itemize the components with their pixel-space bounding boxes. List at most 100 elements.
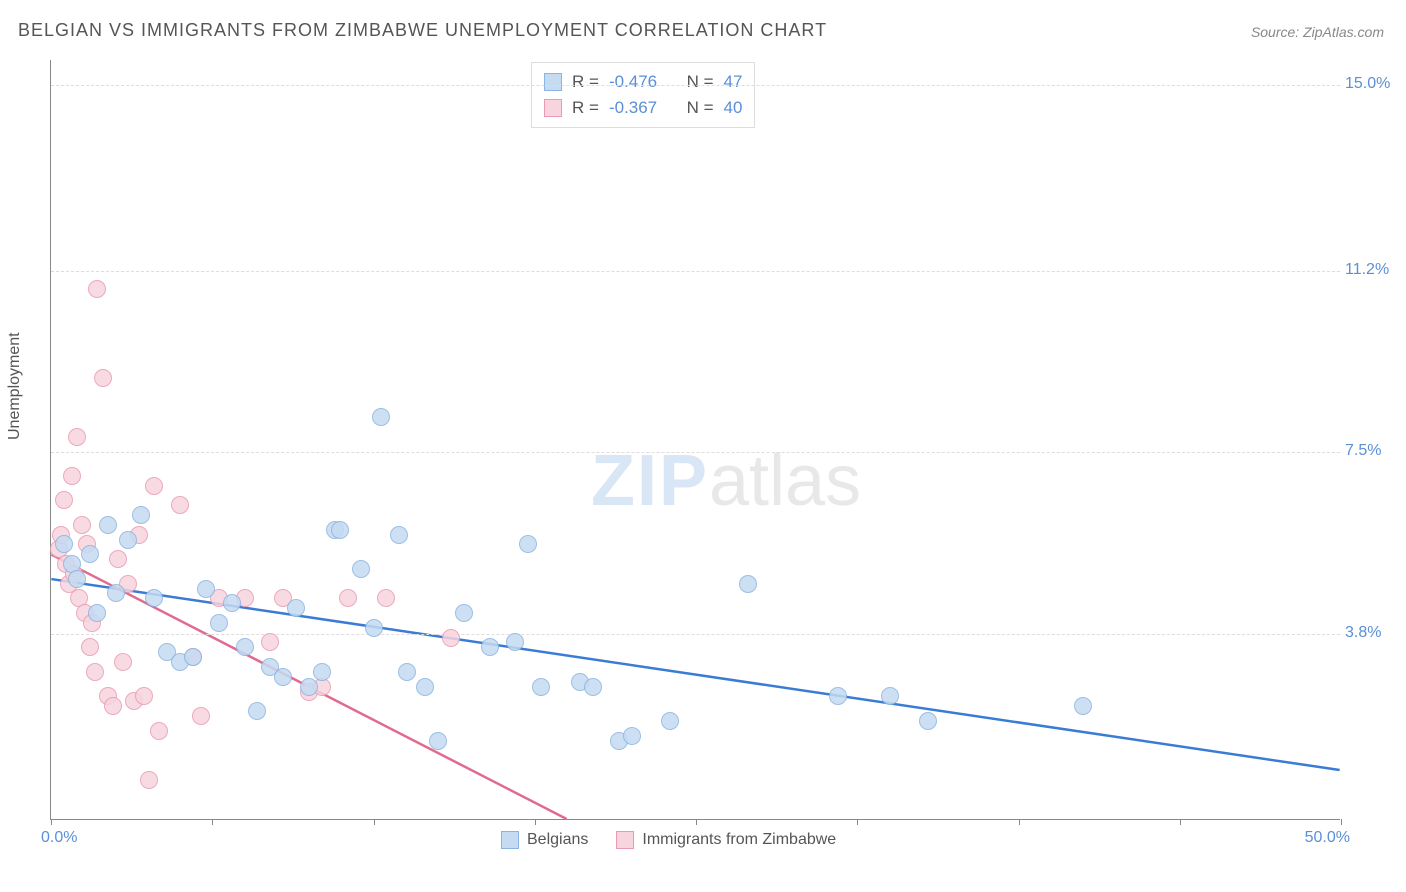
data-point: [73, 516, 91, 534]
swatch-zimbabwe: [544, 99, 562, 117]
data-point: [63, 467, 81, 485]
x-tick-label-first: 0.0%: [41, 829, 77, 847]
data-point: [55, 535, 73, 553]
data-point: [331, 521, 349, 539]
data-point: [739, 575, 757, 593]
legend-label-zimbabwe: Immigrants from Zimbabwe: [642, 831, 836, 849]
data-point: [881, 687, 899, 705]
x-tick-mark: [1019, 819, 1020, 825]
r-value-belgians: -0.476: [609, 72, 657, 92]
r-value-zimbabwe: -0.367: [609, 98, 657, 118]
y-tick-label: 7.5%: [1345, 442, 1400, 460]
data-point: [171, 496, 189, 514]
gridline: [51, 271, 1340, 272]
data-point: [94, 369, 112, 387]
data-point: [109, 550, 127, 568]
gridline: [51, 85, 1340, 86]
y-axis-label: Unemployment: [6, 332, 24, 440]
x-tick-label-last: 50.0%: [1305, 829, 1350, 847]
chart-container: BELGIAN VS IMMIGRANTS FROM ZIMBABWE UNEM…: [0, 0, 1406, 892]
data-point: [68, 428, 86, 446]
data-point: [352, 560, 370, 578]
data-point: [145, 589, 163, 607]
legend-label-belgians: Belgians: [527, 831, 588, 849]
regression-line: [51, 579, 1339, 770]
legend-item-belgians: Belgians: [501, 831, 588, 849]
x-tick-mark: [857, 819, 858, 825]
data-point: [88, 604, 106, 622]
data-point: [192, 707, 210, 725]
data-point: [81, 545, 99, 563]
data-point: [132, 506, 150, 524]
data-point: [99, 516, 117, 534]
gridline: [51, 452, 1340, 453]
x-tick-mark: [696, 819, 697, 825]
data-point: [313, 663, 331, 681]
legend-item-zimbabwe: Immigrants from Zimbabwe: [616, 831, 836, 849]
data-point: [261, 633, 279, 651]
plot-area: ZIPatlas R = -0.476 N = 47 R = -0.367 N …: [50, 60, 1340, 820]
data-point: [429, 732, 447, 750]
data-point: [150, 722, 168, 740]
y-tick-label: 15.0%: [1345, 75, 1400, 93]
legend-row-zimbabwe: R = -0.367 N = 40: [544, 95, 742, 121]
y-tick-label: 3.8%: [1345, 624, 1400, 642]
data-point: [829, 687, 847, 705]
swatch-belgians-icon: [501, 831, 519, 849]
y-tick-label: 11.2%: [1345, 261, 1400, 279]
data-point: [377, 589, 395, 607]
data-point: [107, 584, 125, 602]
series-legend: Belgians Immigrants from Zimbabwe: [501, 831, 836, 849]
data-point: [506, 633, 524, 651]
data-point: [398, 663, 416, 681]
gridline: [51, 634, 1340, 635]
data-point: [623, 727, 641, 745]
data-point: [236, 638, 254, 656]
data-point: [532, 678, 550, 696]
data-point: [455, 604, 473, 622]
data-point: [519, 535, 537, 553]
n-label: N =: [687, 98, 714, 118]
data-point: [145, 477, 163, 495]
data-point: [390, 526, 408, 544]
data-point: [372, 408, 390, 426]
data-point: [210, 614, 228, 632]
source-credit: Source: ZipAtlas.com: [1251, 24, 1384, 40]
data-point: [248, 702, 266, 720]
data-point: [140, 771, 158, 789]
data-point: [481, 638, 499, 656]
correlation-legend: R = -0.476 N = 47 R = -0.367 N = 40: [531, 62, 755, 128]
swatch-zimbabwe-icon: [616, 831, 634, 849]
data-point: [1074, 697, 1092, 715]
x-tick-mark: [535, 819, 536, 825]
x-tick-mark: [374, 819, 375, 825]
r-label: R =: [572, 98, 599, 118]
data-point: [416, 678, 434, 696]
data-point: [274, 668, 292, 686]
data-point: [661, 712, 679, 730]
x-tick-mark: [212, 819, 213, 825]
data-point: [339, 589, 357, 607]
swatch-belgians: [544, 73, 562, 91]
data-point: [365, 619, 383, 637]
x-tick-mark: [1341, 819, 1342, 825]
n-value-belgians: 47: [724, 72, 743, 92]
data-point: [104, 697, 122, 715]
data-point: [442, 629, 460, 647]
n-label: N =: [687, 72, 714, 92]
data-point: [86, 663, 104, 681]
n-value-zimbabwe: 40: [724, 98, 743, 118]
data-point: [119, 531, 137, 549]
data-point: [300, 678, 318, 696]
data-point: [114, 653, 132, 671]
legend-row-belgians: R = -0.476 N = 47: [544, 69, 742, 95]
data-point: [223, 594, 241, 612]
r-label: R =: [572, 72, 599, 92]
data-point: [197, 580, 215, 598]
data-point: [68, 570, 86, 588]
chart-title: BELGIAN VS IMMIGRANTS FROM ZIMBABWE UNEM…: [18, 20, 827, 41]
data-point: [919, 712, 937, 730]
regression-lines: [51, 60, 1340, 819]
x-tick-mark: [51, 819, 52, 825]
data-point: [88, 280, 106, 298]
